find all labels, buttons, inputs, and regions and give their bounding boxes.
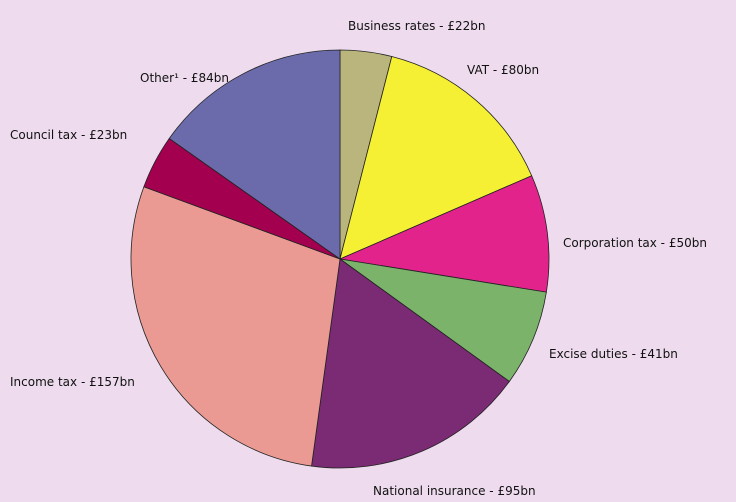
slice-label: Corporation tax - £50bn	[563, 236, 707, 250]
pie-slice	[338, 175, 550, 293]
pie-slice	[311, 258, 510, 469]
pie-slice	[168, 49, 341, 260]
slice-label: Business rates - £22bn	[348, 19, 485, 33]
pie-slice	[130, 186, 341, 467]
slice-label: National insurance - £95bn	[373, 484, 536, 498]
pie-slice	[339, 56, 533, 260]
slice-label: Council tax - £23bn	[10, 128, 127, 142]
slice-label: VAT - £80bn	[467, 63, 539, 77]
slice-label: Other¹ - £84bn	[140, 71, 229, 85]
slice-label: Excise duties - £41bn	[549, 347, 678, 361]
slice-label: Income tax - £157bn	[10, 375, 135, 389]
pie-slice	[339, 258, 547, 383]
